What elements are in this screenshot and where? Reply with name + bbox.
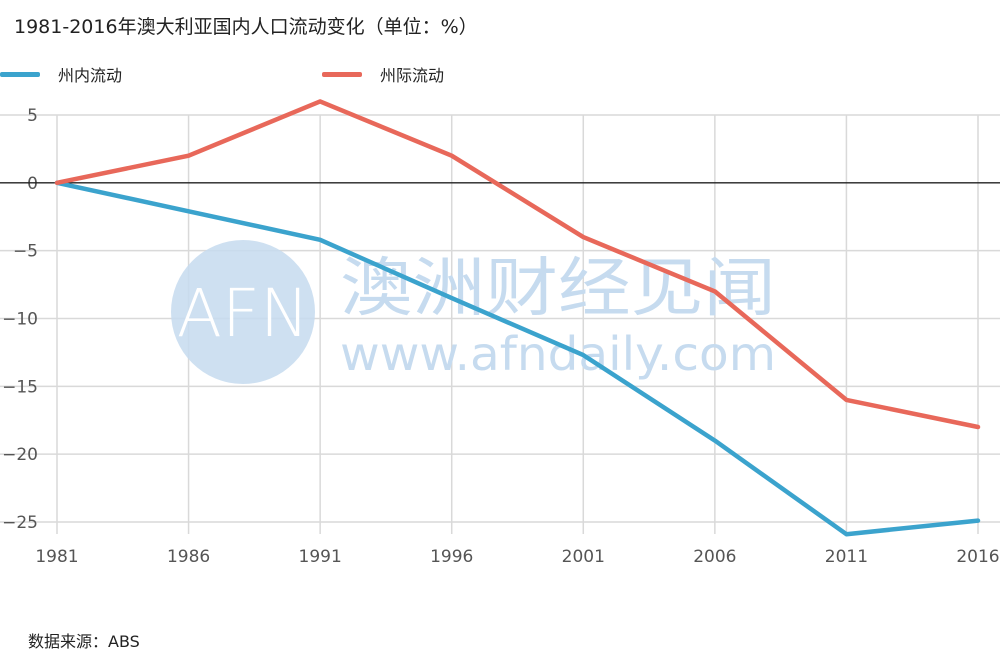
y-tick-label: −25 bbox=[2, 513, 38, 533]
y-tick-label: −20 bbox=[2, 445, 38, 465]
x-tick-label: 1981 bbox=[35, 547, 78, 567]
x-tick-label: 2011 bbox=[825, 547, 868, 567]
x-tick-label: 2006 bbox=[693, 547, 736, 567]
y-tick-label: 5 bbox=[27, 106, 38, 126]
legend-item-interstate: 州际流动 bbox=[322, 62, 444, 86]
chart-title: 1981-2016年澳大利亚国内人口流动变化（单位：%） bbox=[14, 16, 478, 38]
legend-swatch-intrastate bbox=[0, 71, 40, 77]
x-tick-label: 2016 bbox=[956, 547, 999, 567]
x-tick-label: 1996 bbox=[430, 547, 473, 567]
legend-label-intrastate: 州内流动 bbox=[58, 66, 123, 85]
x-tick-label: 1986 bbox=[167, 547, 210, 567]
y-tick-label: 0 bbox=[27, 174, 38, 194]
watermark-logo-text: AFN bbox=[177, 275, 309, 352]
y-tick-label: −15 bbox=[2, 377, 38, 397]
legend-item-intrastate: 州内流动 bbox=[0, 62, 122, 86]
x-tick-label: 2001 bbox=[562, 547, 605, 567]
series-line-intrastate bbox=[54, 180, 981, 537]
watermark: AFN 澳洲财经见闻 www.afndaily.com bbox=[171, 240, 776, 384]
watermark-url: www.afndaily.com bbox=[340, 327, 776, 381]
y-tick-label: −5 bbox=[13, 242, 38, 262]
source-note: 数据来源：ABS bbox=[28, 632, 140, 651]
watermark-logo-circle bbox=[171, 240, 315, 384]
series-layer bbox=[54, 99, 981, 537]
axis-layer: 1981 1986 1991 1996 2001 2006 2011 2016 5 0 −5 −10 −… bbox=[0, 106, 1000, 567]
x-tick-label: 1991 bbox=[299, 547, 342, 567]
series-line-interstate bbox=[54, 99, 981, 430]
y-tick-label: −10 bbox=[2, 310, 38, 330]
legend-label-interstate: 州际流动 bbox=[380, 66, 445, 85]
legend-swatch-interstate bbox=[322, 71, 362, 77]
